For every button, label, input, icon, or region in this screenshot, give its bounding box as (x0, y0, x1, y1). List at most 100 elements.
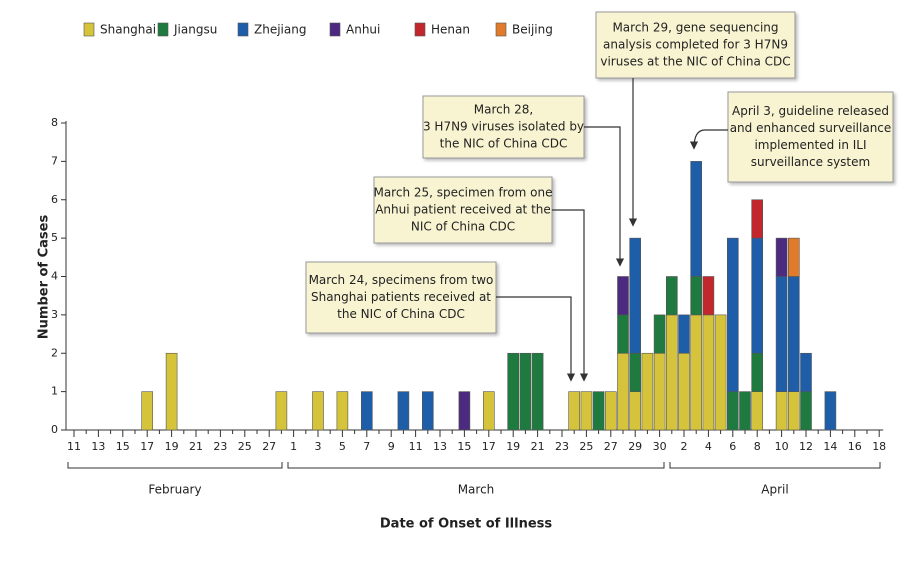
y-tick-label: 4 (51, 270, 58, 283)
bar-segment (629, 352, 642, 392)
bar-segment (800, 352, 812, 392)
legend-label: Henan (431, 23, 470, 37)
x-tick-label: 19 (506, 440, 520, 453)
month-bracket (67, 462, 283, 469)
bar-segment (690, 276, 703, 316)
x-tick-label: 15 (116, 440, 130, 453)
month-bracket (287, 462, 665, 469)
bar-segment (787, 237, 800, 277)
bar-segment (629, 391, 642, 431)
callout-text: implemented in ILI (754, 138, 866, 152)
bar-segment (751, 391, 764, 431)
callout-text: March 25, specimen from one (373, 186, 552, 200)
month-bracket (669, 462, 881, 469)
bar-segment (629, 237, 642, 354)
callout-text: and enhanced surveillance (730, 121, 892, 135)
bar-segment (312, 391, 324, 431)
bar-segment (336, 391, 349, 431)
bar-segment (617, 276, 629, 316)
bar-segment (726, 237, 739, 392)
bar-segment (751, 199, 764, 239)
arrow (689, 129, 728, 150)
x-tick-label: 2 (681, 440, 688, 453)
x-tick-label: 27 (262, 440, 276, 453)
x-tick-label: 13 (91, 440, 105, 453)
bar-segment (690, 314, 703, 431)
x-tick-label: 23 (213, 440, 227, 453)
legend-label: Zhejiang (254, 23, 306, 37)
callout-text: viruses at the NIC of China CDC (600, 55, 790, 69)
bar-segment (702, 276, 715, 316)
bar-segment (519, 352, 532, 431)
month-label: March (458, 483, 495, 497)
x-tick-label: 23 (555, 440, 569, 453)
x-tick-label: 13 (433, 440, 447, 453)
bar-segment (641, 352, 654, 431)
x-tick-label: 17 (482, 440, 496, 453)
bar-segment (617, 314, 629, 354)
callout-text: the NIC of China CDC (440, 137, 568, 151)
y-tick-label: 2 (51, 346, 58, 359)
callout-text: 3 H7N9 viruses isolated by (423, 120, 584, 134)
legend-swatch (414, 22, 426, 37)
callout-text: Anhui patient received at the (375, 203, 551, 217)
x-tick-label: 10 (775, 440, 789, 453)
legend-label: Jiangsu (173, 23, 217, 37)
x-tick-label: 11 (67, 440, 81, 453)
x-axis-title: Date of Onset of Illness (380, 517, 553, 532)
x-tick-label: 25 (579, 440, 593, 453)
x-tick-label: 25 (238, 440, 252, 453)
x-tick-label: 12 (799, 440, 813, 453)
x-tick-label: 1 (290, 440, 297, 453)
callout-box (373, 176, 553, 244)
bar-segment (360, 391, 373, 431)
x-tick-label: 21 (189, 440, 203, 453)
bar-segment (665, 314, 678, 431)
x-tick-label: 18 (872, 440, 886, 453)
legend-label: Beijing (512, 23, 553, 37)
arrow (552, 209, 589, 382)
x-tick-label: 4 (705, 440, 712, 453)
y-tick-label: 7 (51, 154, 58, 167)
legend-swatch (83, 22, 95, 37)
callout-arrows (496, 78, 728, 382)
y-tick-label: 1 (51, 385, 58, 398)
bar-segment (275, 391, 288, 431)
legend-swatch (157, 22, 169, 37)
callout-text: the NIC of China CDC (337, 307, 465, 321)
x-tick-label: 27 (604, 440, 618, 453)
callout-box (422, 95, 585, 159)
callout-box (305, 261, 497, 334)
bar-segment (787, 276, 800, 392)
month-label: April (761, 483, 788, 497)
callout-text: April 3, guideline released (732, 104, 889, 118)
callout-text: March 24, specimens from two (309, 273, 494, 287)
callout-text: March 28, (474, 103, 533, 117)
bar-segment (617, 352, 629, 431)
bar-segment (775, 276, 788, 392)
bar-segment (678, 352, 690, 431)
bar-segment (824, 391, 837, 431)
month-label: February (148, 483, 201, 497)
legend-swatch (495, 22, 507, 37)
x-tick-label: 15 (457, 440, 471, 453)
x-tick-label: 9 (388, 440, 395, 453)
bar-segment (775, 237, 788, 277)
bar-segment (678, 314, 690, 354)
bar-segment (751, 352, 764, 392)
x-tick-label: 8 (754, 440, 761, 453)
y-tick-label: 3 (51, 308, 58, 321)
legend-label: Anhui (346, 23, 380, 37)
bar-segment (726, 391, 739, 431)
callout-text: NIC of China CDC (411, 220, 515, 234)
bar-segment (665, 276, 678, 316)
x-tick-label: 7 (363, 440, 370, 453)
bar-segment (141, 391, 153, 431)
x-tick-label: 11 (409, 440, 423, 453)
bar-segment (482, 391, 495, 431)
bar-segment (458, 391, 471, 431)
bar-segment (751, 237, 764, 354)
x-tick-label: 5 (339, 440, 346, 453)
bar-segment (397, 391, 410, 431)
